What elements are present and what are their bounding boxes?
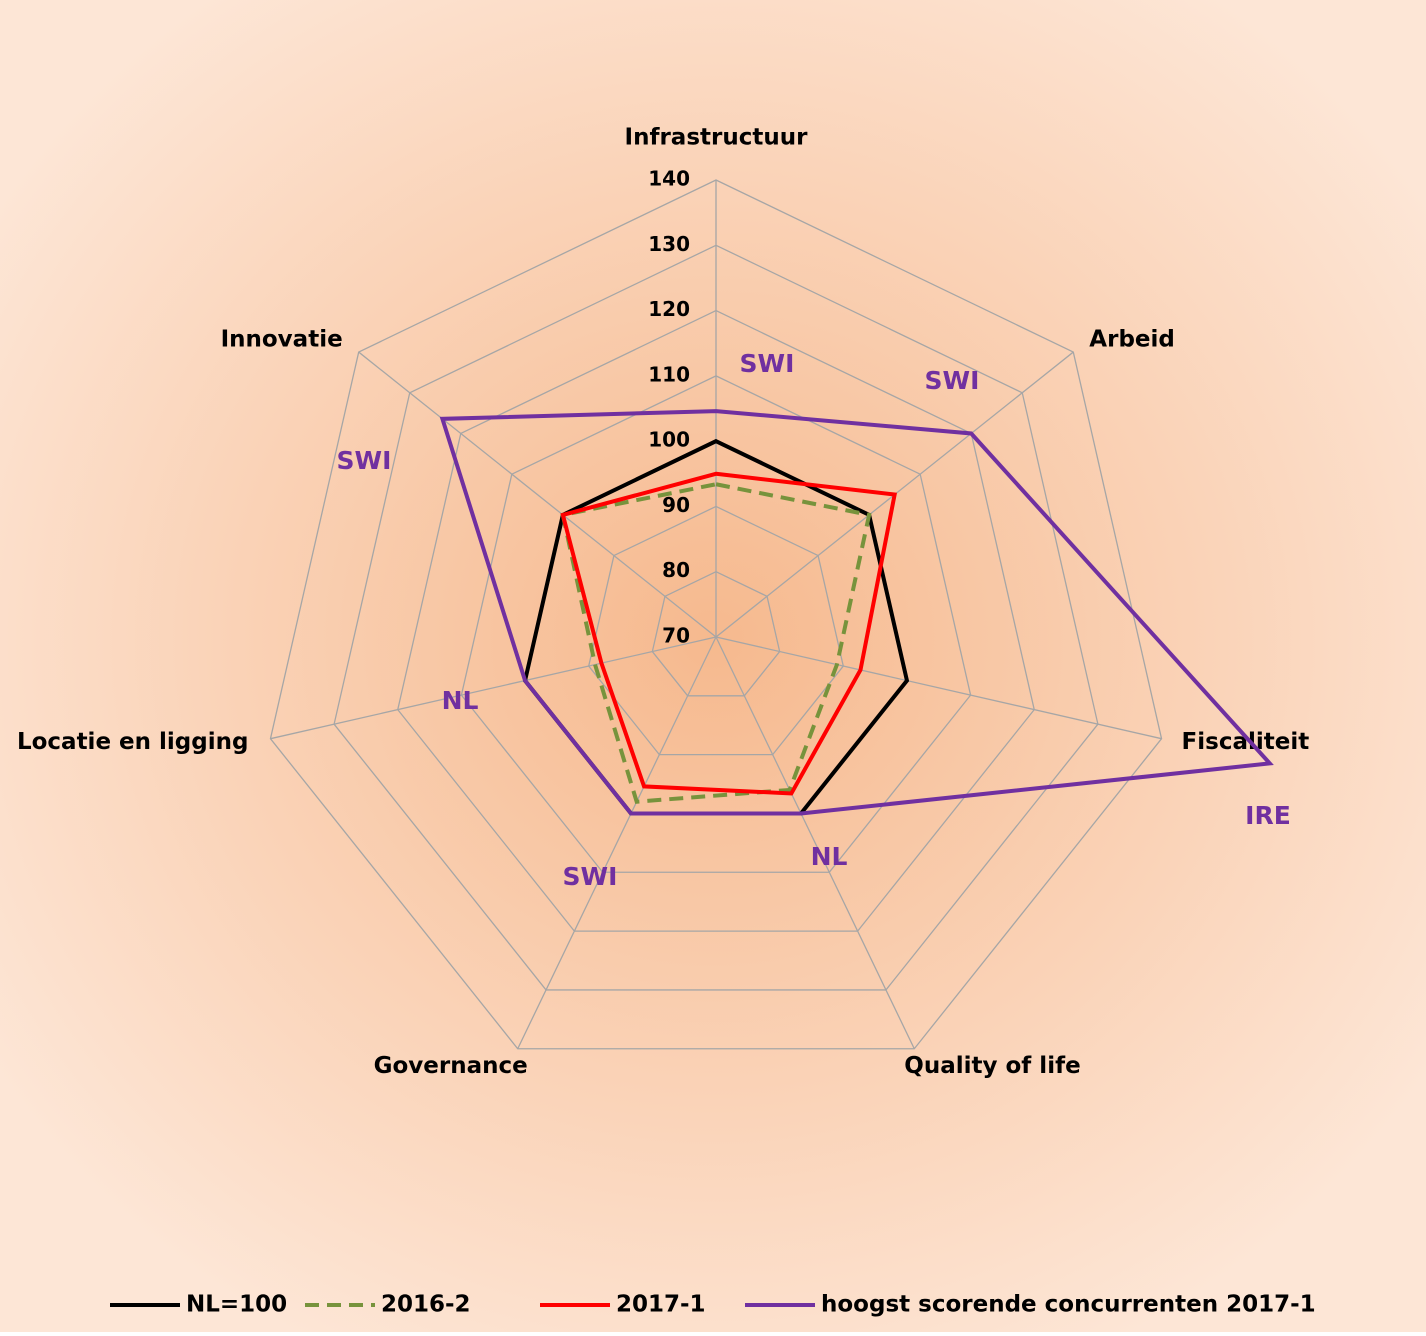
spoke: [270, 636, 717, 740]
category-label: Quality of life: [904, 1053, 1080, 1079]
legend-label: 2016-2: [381, 1292, 471, 1318]
grid-ring: [460, 375, 972, 873]
category-label: Fiscaliteit: [1182, 729, 1310, 755]
r-tick-label: 120: [648, 297, 690, 321]
category-label: Governance: [374, 1053, 528, 1079]
annotation: NL: [442, 686, 479, 715]
category-label: Arbeid: [1089, 327, 1175, 353]
spoke: [715, 636, 1162, 740]
annotation: SWI: [925, 366, 980, 395]
r-tick-label: 100: [648, 428, 690, 452]
r-tick-label: 110: [648, 362, 690, 386]
series-line: [439, 409, 1274, 816]
legend-label: NL=100: [186, 1292, 287, 1318]
category-label: Locatie en ligging: [17, 729, 249, 755]
r-tick-label: 80: [662, 558, 690, 582]
grid-ring: [587, 505, 845, 756]
r-tick-label: 140: [648, 167, 690, 191]
spoke: [715, 636, 915, 1050]
grid-ring: [333, 244, 1099, 991]
r-tick-label: 90: [662, 493, 690, 517]
legend-label: hoogst scorende concurrenten 2017-1: [821, 1292, 1316, 1318]
annotation: SWI: [337, 446, 392, 475]
annotation: SWI: [740, 349, 795, 378]
series-line: [560, 471, 898, 796]
annotation: NL: [811, 842, 848, 871]
grid-ring: [651, 570, 781, 697]
legend-label: 2017-1: [616, 1292, 706, 1318]
category-label: Infrastructuur: [625, 125, 809, 151]
grid-ring: [397, 309, 1035, 932]
annotation: SWI: [563, 862, 618, 891]
annotation: IRE: [1245, 801, 1291, 830]
grid-ring: [269, 179, 1163, 1050]
r-tick-label: 130: [648, 232, 690, 256]
spoke: [358, 351, 717, 638]
category-label: Innovatie: [221, 327, 343, 353]
r-tick-label: 70: [662, 624, 690, 648]
spoke: [517, 636, 717, 1050]
